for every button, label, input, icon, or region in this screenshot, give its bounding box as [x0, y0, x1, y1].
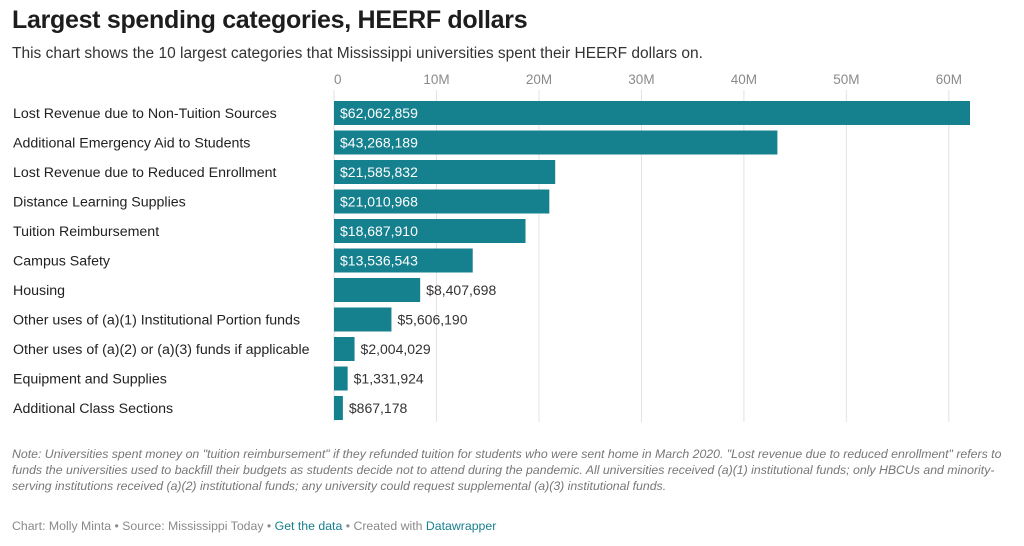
x-tick-label: 20M	[526, 72, 552, 87]
value-label: $21,585,832	[340, 164, 418, 180]
x-axis-ticks: 0 10M 20M 30M 40M 50M 60M	[334, 72, 962, 87]
get-data-link[interactable]: Get the data	[274, 519, 343, 533]
value-label: $8,407,698	[426, 282, 496, 298]
value-label: $2,004,029	[361, 341, 431, 357]
bar	[334, 337, 355, 361]
category-label: Lost Revenue due to Reduced Enrollment	[13, 165, 276, 181]
value-label: $1,331,924	[354, 371, 424, 387]
chart-title: Largest spending categories, HEERF dolla…	[12, 6, 528, 34]
chart-footer: Chart: Molly Minta • Source: Mississippi…	[12, 519, 496, 533]
category-label: Other uses of (a)(2) or (a)(3) funds if …	[13, 342, 310, 358]
bar	[334, 219, 526, 243]
category-label: Lost Revenue due to Non-Tuition Sources	[13, 106, 277, 122]
category-label: Additional Class Sections	[13, 401, 173, 417]
x-tick-label: 0	[334, 72, 342, 87]
value-label: $5,606,190	[397, 312, 467, 328]
category-labels: Lost Revenue due to Non-Tuition Sources A…	[13, 106, 310, 417]
category-label: Campus Safety	[13, 254, 111, 270]
bar	[334, 396, 343, 420]
bar	[334, 160, 556, 184]
value-label: $18,687,910	[340, 223, 418, 239]
footer-separator: •	[111, 519, 123, 533]
category-label: Other uses of (a)(1) Institutional Porti…	[13, 313, 300, 329]
x-tick-label: 50M	[833, 72, 859, 87]
bar	[334, 366, 348, 391]
source-text: Source: Mississippi Today	[122, 519, 264, 533]
x-tick-label: 10M	[423, 72, 449, 87]
bar	[334, 130, 778, 155]
chart-note: Note: Universities spent money on "tuiti…	[12, 447, 1002, 493]
bar	[334, 101, 970, 125]
value-label: $21,010,968	[340, 194, 418, 210]
category-label: Tuition Reimbursement	[13, 224, 159, 240]
bar	[334, 307, 392, 332]
category-label: Housing	[13, 283, 65, 299]
created-with-text: Created with	[353, 519, 423, 533]
category-label: Additional Emergency Aid to Students	[13, 136, 250, 152]
bars	[334, 101, 970, 420]
value-label: $13,536,543	[340, 253, 418, 269]
x-tick-label: 40M	[731, 72, 757, 87]
value-label: $43,268,189	[340, 135, 418, 151]
credit-text: Chart: Molly Minta	[12, 519, 112, 533]
category-label: Equipment and Supplies	[13, 372, 167, 388]
bar	[334, 278, 421, 302]
value-labels: $62,062,859 $43,268,189 $21,585,832 $21,010…	[340, 105, 496, 416]
value-label: $62,062,859	[340, 105, 418, 121]
footer-separator: •	[263, 519, 275, 533]
datawrapper-link[interactable]: Datawrapper	[425, 519, 497, 533]
category-label: Distance Learning Supplies	[13, 195, 186, 211]
bar	[334, 248, 473, 273]
value-label: $867,178	[349, 400, 408, 416]
x-tick-label: 60M	[936, 72, 962, 87]
x-tick-label: 30M	[628, 72, 654, 87]
bar	[334, 189, 550, 214]
bar-chart: 0 10M 20M 30M 40M 50M 60M Lost Revenue due to …	[13, 72, 970, 422]
footer-separator: •	[342, 519, 354, 533]
chart-subtitle: This chart shows the 10 largest categori…	[12, 45, 703, 62]
